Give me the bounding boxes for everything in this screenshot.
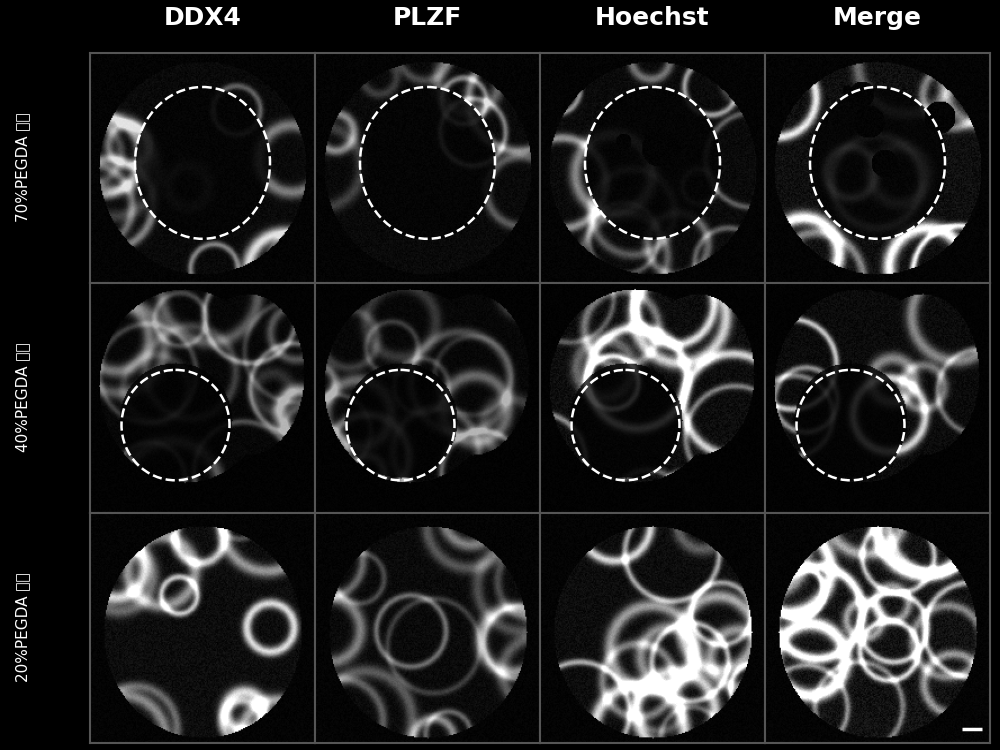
Text: PLZF: PLZF (393, 7, 462, 30)
Text: DDX4: DDX4 (164, 7, 241, 30)
Text: 40%PEGDA 微针: 40%PEGDA 微针 (15, 343, 30, 452)
Text: Merge: Merge (833, 7, 922, 30)
Text: 70%PEGDA 微针: 70%PEGDA 微针 (15, 112, 30, 222)
Text: 20%PEGDA 微针: 20%PEGDA 微针 (15, 573, 30, 682)
Text: Hoechst: Hoechst (595, 7, 710, 30)
